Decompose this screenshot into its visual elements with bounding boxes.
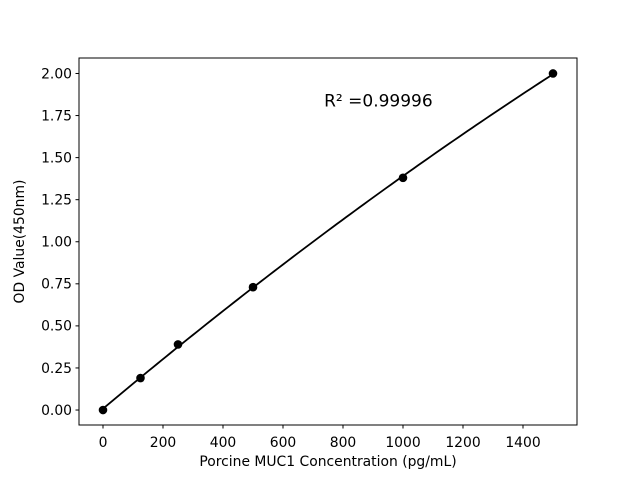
x-tick-label: 1400 [505, 435, 540, 451]
x-axis-label: Porcine MUC1 Concentration (pg/mL) [199, 454, 456, 470]
data-point [548, 69, 558, 78]
x-tick-label: 1200 [445, 435, 480, 451]
fit-line [102, 73, 554, 410]
x-tick-label: 400 [210, 435, 237, 451]
y-tick-label: 1.50 [41, 150, 72, 166]
r-squared-annotation: R² =0.99996 [324, 91, 433, 111]
data-point [248, 282, 258, 292]
y-tick-label: 0.75 [41, 277, 72, 293]
y-tick-label: 1.25 [41, 192, 72, 208]
x-tick-label: 600 [270, 435, 297, 451]
y-axis-ticks: 0.00 0.25 0.50 0.75 1.00 1.25 1.50 1.75 2.00 [41, 66, 79, 419]
y-tick-label: 0.00 [41, 403, 72, 419]
data-points [98, 69, 558, 415]
y-tick-label: 1.00 [41, 235, 72, 251]
x-tick-label: 0 [99, 435, 108, 451]
plot-area [78, 57, 578, 426]
x-axis-ticks: 0 200 400 600 800 1000 1200 1400 [99, 425, 541, 451]
x-tick-label: 800 [330, 435, 357, 451]
y-axis-label: OD Value(450nm) [12, 180, 28, 304]
y-tick-label: 0.50 [41, 319, 72, 335]
data-point [98, 405, 108, 415]
x-tick-label: 1000 [385, 435, 420, 451]
data-point [398, 173, 408, 183]
x-tick-label: 200 [150, 435, 177, 451]
y-tick-label: 0.25 [41, 361, 72, 377]
data-point [136, 373, 145, 383]
y-tick-label: 2.00 [41, 66, 72, 82]
data-point [173, 340, 183, 349]
y-tick-label: 1.75 [41, 108, 72, 124]
